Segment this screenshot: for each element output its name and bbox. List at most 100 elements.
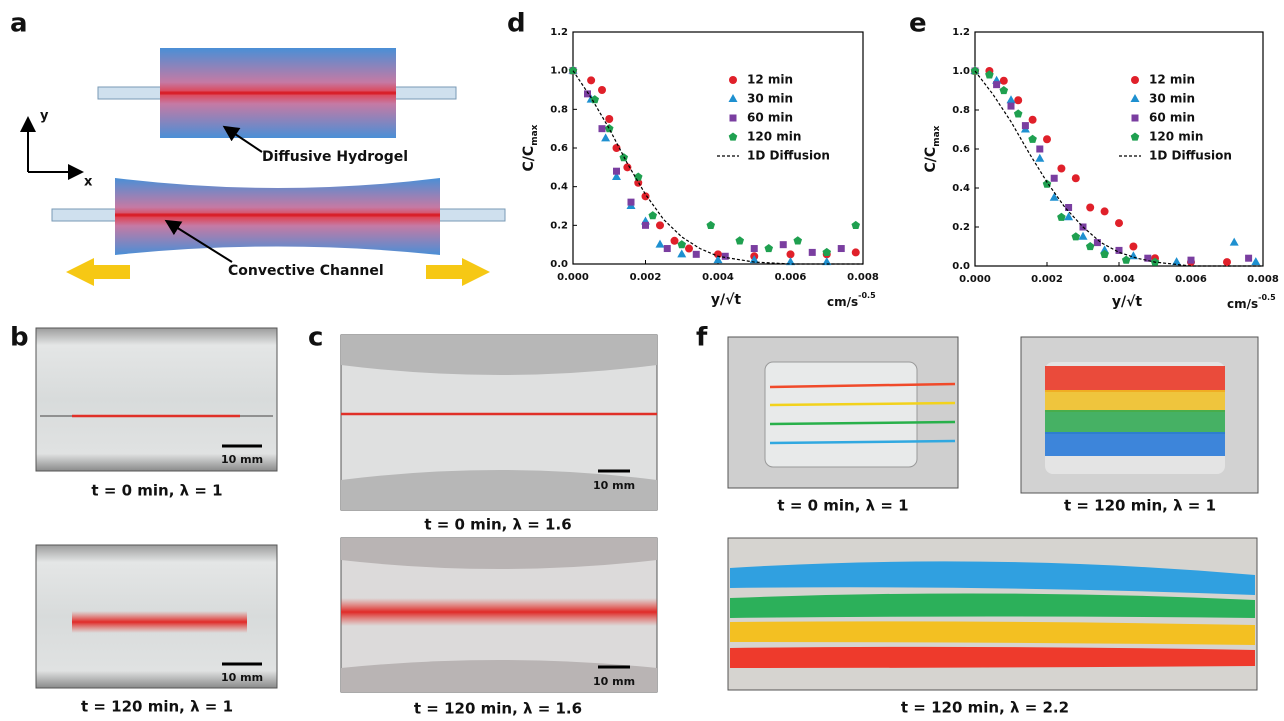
point bbox=[1065, 204, 1073, 211]
point bbox=[1187, 256, 1195, 264]
edge bbox=[341, 470, 657, 510]
dye bbox=[72, 611, 247, 633]
point bbox=[1100, 245, 1110, 254]
point bbox=[612, 144, 621, 152]
y-tick-label: 0.0 bbox=[550, 259, 568, 270]
scale-label: 10 mm bbox=[221, 453, 263, 466]
point bbox=[808, 248, 816, 256]
point bbox=[1245, 254, 1253, 262]
point bbox=[641, 192, 650, 201]
point bbox=[1078, 231, 1088, 240]
panel-f: f t = 0 min, λ = 1 t = 120 min, λ = 1 t … bbox=[696, 323, 1259, 717]
dye bbox=[730, 646, 1255, 668]
stretch-arrow bbox=[66, 258, 130, 286]
dye bbox=[1045, 366, 1225, 392]
legend-marker bbox=[1130, 132, 1140, 141]
point bbox=[648, 211, 658, 220]
point bbox=[1028, 115, 1037, 124]
legend-marker bbox=[728, 94, 738, 102]
y-tick-label: 0.0 bbox=[952, 261, 970, 272]
ylabel: C/C bbox=[923, 147, 939, 173]
x-tick-label: 0.002 bbox=[630, 272, 662, 283]
caption: t = 120 min, λ = 1.6 bbox=[414, 700, 582, 718]
x-tick-label: 0.008 bbox=[1247, 274, 1279, 285]
edge bbox=[341, 538, 657, 569]
point bbox=[1086, 203, 1095, 212]
point bbox=[1064, 212, 1074, 221]
legend-label: 1D Diffusion bbox=[747, 149, 830, 163]
point bbox=[1100, 207, 1109, 216]
diffusion-curve bbox=[572, 70, 863, 265]
photo bbox=[35, 327, 278, 472]
point bbox=[663, 245, 671, 253]
axis-label: y bbox=[40, 109, 49, 124]
panel-label: d bbox=[507, 9, 526, 39]
point bbox=[605, 115, 614, 123]
point bbox=[750, 245, 758, 253]
panel-label: b bbox=[10, 323, 29, 353]
point bbox=[1144, 254, 1152, 262]
point bbox=[1028, 134, 1037, 143]
point bbox=[642, 221, 649, 229]
point bbox=[677, 249, 687, 258]
point bbox=[1172, 257, 1182, 266]
point bbox=[584, 90, 591, 98]
y-tick-label: 0.2 bbox=[550, 220, 568, 231]
legend-marker bbox=[728, 132, 738, 141]
legend-marker bbox=[729, 76, 737, 84]
x-tick-label: 0.004 bbox=[702, 272, 734, 283]
point bbox=[793, 236, 803, 245]
y-tick-label: 1.0 bbox=[550, 66, 568, 77]
legend-marker bbox=[1130, 94, 1140, 102]
point bbox=[1071, 174, 1080, 183]
y-axis-label: C/Cmax bbox=[521, 124, 540, 171]
arrow bbox=[222, 125, 263, 153]
panel-label: a bbox=[10, 9, 28, 39]
y-axis-label: C/Cmax bbox=[923, 125, 942, 172]
ylabel: C/C bbox=[521, 146, 537, 172]
legend-label: 60 min bbox=[1149, 111, 1195, 125]
point bbox=[670, 236, 679, 245]
point bbox=[604, 124, 614, 133]
point bbox=[1121, 255, 1131, 264]
x-tick-label: 0.006 bbox=[775, 272, 807, 283]
y-tick-label: 0.8 bbox=[550, 104, 568, 115]
point bbox=[993, 81, 1001, 89]
point bbox=[1021, 122, 1029, 130]
point bbox=[779, 241, 787, 249]
point bbox=[822, 247, 832, 257]
dye bbox=[1045, 432, 1225, 456]
point bbox=[1006, 95, 1016, 104]
channel-label: Convective Channel bbox=[228, 263, 384, 279]
legend-label: 60 min bbox=[747, 111, 793, 125]
y-tick-label: 0.4 bbox=[550, 182, 568, 193]
stretch-arrow bbox=[426, 258, 490, 286]
legend-marker bbox=[729, 114, 737, 122]
caption: t = 0 min, λ = 1 bbox=[91, 482, 222, 500]
x-axis-label: y/√t bbox=[711, 292, 742, 308]
point bbox=[1085, 242, 1095, 251]
dye bbox=[769, 420, 956, 426]
caption: t = 0 min, λ = 1 bbox=[777, 497, 908, 515]
point bbox=[587, 76, 596, 85]
panel-label: f bbox=[696, 323, 708, 353]
point bbox=[851, 220, 861, 229]
point bbox=[786, 257, 795, 266]
point bbox=[1129, 242, 1138, 251]
point bbox=[786, 250, 795, 259]
legend-label: 12 min bbox=[1149, 73, 1195, 87]
point bbox=[735, 236, 745, 245]
point bbox=[1093, 239, 1101, 247]
point bbox=[1050, 174, 1058, 182]
unit: cm/s bbox=[1227, 297, 1258, 311]
point bbox=[598, 125, 606, 133]
y-tick-label: 0.8 bbox=[952, 105, 970, 116]
legend-label: 120 min bbox=[747, 130, 801, 144]
point bbox=[837, 245, 845, 253]
point bbox=[1115, 219, 1123, 228]
edge bbox=[341, 660, 657, 692]
point bbox=[568, 66, 578, 75]
x-tick-label: 0.002 bbox=[1031, 274, 1063, 285]
dye bbox=[769, 382, 956, 389]
